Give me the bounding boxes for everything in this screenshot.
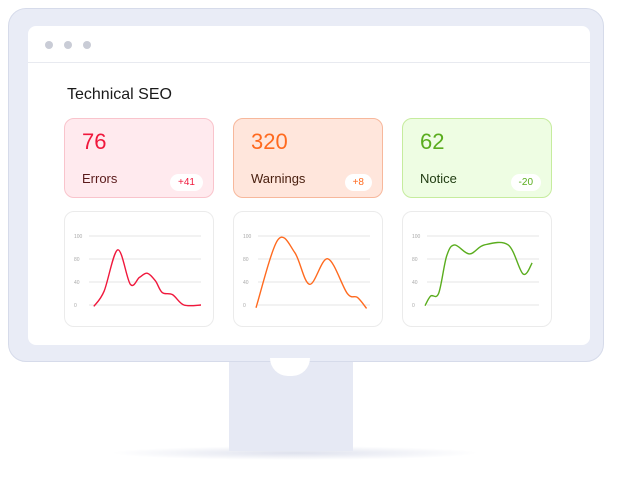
chart-card-errors: 100 80 40 0 — [64, 211, 214, 327]
stat-card-warnings[interactable]: 320 Warnings +8 — [233, 118, 383, 198]
stat-value: 320 — [251, 129, 288, 154]
y-tick-label: 40 — [412, 280, 418, 286]
y-tick-label: 40 — [74, 280, 80, 286]
divider — [28, 62, 590, 63]
chart-card-warnings: 100 80 40 0 — [233, 211, 383, 327]
delta-badge: +41 — [170, 174, 203, 191]
y-tick-label: 100 — [412, 234, 421, 240]
series-line — [424, 241, 533, 307]
line-chart: 100 80 40 0 — [243, 234, 370, 309]
window-dot-icon[interactable] — [45, 41, 53, 49]
window-dot-icon[interactable] — [83, 41, 91, 49]
stat-label: Notice — [420, 171, 457, 186]
stat-card-errors[interactable]: 76 Errors +41 — [64, 118, 214, 198]
stat-value: 76 — [82, 129, 107, 154]
y-tick-label: 80 — [412, 257, 418, 263]
monitor-base-shadow — [110, 446, 480, 460]
y-tick-label: 80 — [74, 257, 80, 263]
y-tick-label: 0 — [243, 303, 246, 309]
stat-value: 62 — [420, 129, 445, 154]
window-dot-icon[interactable] — [64, 41, 72, 49]
delta-badge: +8 — [344, 174, 372, 191]
line-chart: 100 80 40 0 — [412, 234, 539, 309]
y-tick-label: 40 — [243, 280, 249, 286]
y-tick-label: 0 — [74, 303, 77, 309]
window-controls — [45, 41, 91, 49]
stat-card-notice[interactable]: 62 Notice -20 — [402, 118, 552, 198]
screen: Technical SEO 76 Errors +41 320 Warnings … — [28, 26, 590, 345]
delta-badge: -20 — [510, 174, 541, 191]
series-line — [255, 236, 368, 309]
series-line — [93, 249, 202, 307]
y-tick-label: 80 — [243, 257, 249, 263]
page-title: Technical SEO — [67, 86, 172, 103]
stat-label: Warnings — [251, 171, 306, 186]
y-tick-label: 100 — [243, 234, 252, 240]
y-tick-label: 0 — [412, 303, 415, 309]
chart-card-notice: 100 80 40 0 — [402, 211, 552, 327]
stat-label: Errors — [82, 171, 118, 186]
y-tick-label: 100 — [74, 234, 83, 240]
monitor-stand-notch — [270, 358, 310, 376]
line-chart: 100 80 40 0 — [74, 234, 202, 309]
